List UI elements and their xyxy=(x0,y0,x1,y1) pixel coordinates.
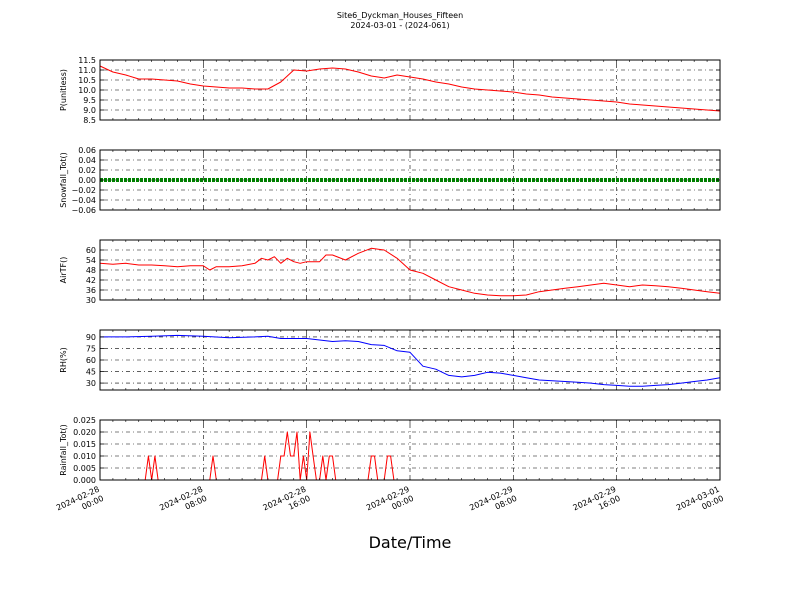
pressure-ytick-label-5: 11.0 xyxy=(78,66,96,75)
pressure-ytick-label-0: 8.5 xyxy=(83,116,96,125)
rainfall-ylabel: Rainfall_Tot() xyxy=(59,424,68,476)
pressure-ylabel: P(unitless) xyxy=(59,69,68,111)
x-tick-label-3: 2024-02-2900:00 xyxy=(365,485,415,522)
air-temp-ytick-label-4: 54 xyxy=(86,256,96,265)
humidity-ytick-label-1: 45 xyxy=(86,368,96,377)
rainfall-ytick-label-4: 0.020 xyxy=(73,428,96,437)
air-temp-ytick-label-5: 60 xyxy=(86,246,96,255)
x-tick-label-0: 2024-02-2800:00 xyxy=(55,485,105,522)
pressure-ytick-label-2: 9.5 xyxy=(83,96,96,105)
air-temp-series-line-0 xyxy=(99,247,721,297)
snowfall-ytick-label-2: −0.02 xyxy=(71,186,96,195)
air-temp-ytick-label-1: 36 xyxy=(86,286,96,295)
pressure-series-line-0 xyxy=(99,65,721,112)
snowfall-ytick-label-5: 0.04 xyxy=(78,156,96,165)
air-temp-ytick-label-0: 30 xyxy=(86,296,96,305)
snowfall-ytick-label-4: 0.02 xyxy=(78,166,96,175)
snowfall-ytick-label-0: −0.06 xyxy=(71,206,96,215)
chart-title: Site6_Dyckman_Houses_Fifteen xyxy=(336,11,464,20)
air-temp-ytick-label-3: 48 xyxy=(86,266,96,275)
snowfall-ylabel: Snowfall_Tot() xyxy=(59,152,68,208)
x-tick-label-4: 2024-02-2908:00 xyxy=(468,485,518,522)
snowfall-ytick-label-1: −0.04 xyxy=(71,196,96,205)
x-tick-label-1: 2024-02-2808:00 xyxy=(158,485,208,522)
humidity-ytick-label-4: 90 xyxy=(86,333,96,342)
humidity-series-line-0 xyxy=(100,334,721,387)
chart-subtitle: 2024-03-01 - (2024-061) xyxy=(350,21,450,30)
pressure-ytick-label-3: 10.0 xyxy=(78,86,96,95)
x-axis-label: Date/Time xyxy=(368,533,452,552)
rainfall-ytick-label-3: 0.015 xyxy=(73,440,96,449)
pressure-ytick-label-1: 9.0 xyxy=(83,106,96,115)
rainfall-panel: 0.000 0.005 0.010 0.015 0.020 0.025 Rainfall_T… xyxy=(59,416,721,485)
rainfall-ytick-label-1: 0.005 xyxy=(73,464,96,473)
x-tick-label-2: 2024-02-2816:00 xyxy=(262,485,312,522)
humidity-ytick-label-3: 75 xyxy=(86,344,96,353)
snowfall-ytick-label-6: 0.06 xyxy=(78,146,96,155)
rainfall-ytick-label-2: 0.010 xyxy=(73,452,96,461)
rainfall-ytick-label-0: 0.000 xyxy=(73,476,96,485)
pressure-ytick-label-6: 11.5 xyxy=(78,56,96,65)
humidity-panel: 30 45 60 75 90 RH(%) xyxy=(59,329,721,391)
rainfall-ytick-label-5: 0.025 xyxy=(73,416,96,425)
snowfall-panel: −0.06−0.04−0.020.000.020.040.06 Snowfall_… xyxy=(59,146,721,215)
humidity-ytick-label-2: 60 xyxy=(86,356,96,365)
snowfall-ytick-label-3: 0.00 xyxy=(78,176,96,185)
air-temp-ytick-label-2: 42 xyxy=(86,276,96,285)
x-tick-label-5: 2024-02-2916:00 xyxy=(572,485,622,522)
humidity-ytick-label-0: 30 xyxy=(86,379,96,388)
air-temp-ylabel: AirTF() xyxy=(59,257,68,284)
pressure-ytick-label-4: 10.5 xyxy=(78,76,96,85)
pressure-panel: 8.59.09.510.010.511.011.5 P(unitless) xyxy=(59,56,721,125)
humidity-ylabel: RH(%) xyxy=(59,347,68,372)
x-tick-label-6: 2024-03-0100:00 xyxy=(675,485,725,522)
rainfall-series-line-0 xyxy=(100,431,720,481)
